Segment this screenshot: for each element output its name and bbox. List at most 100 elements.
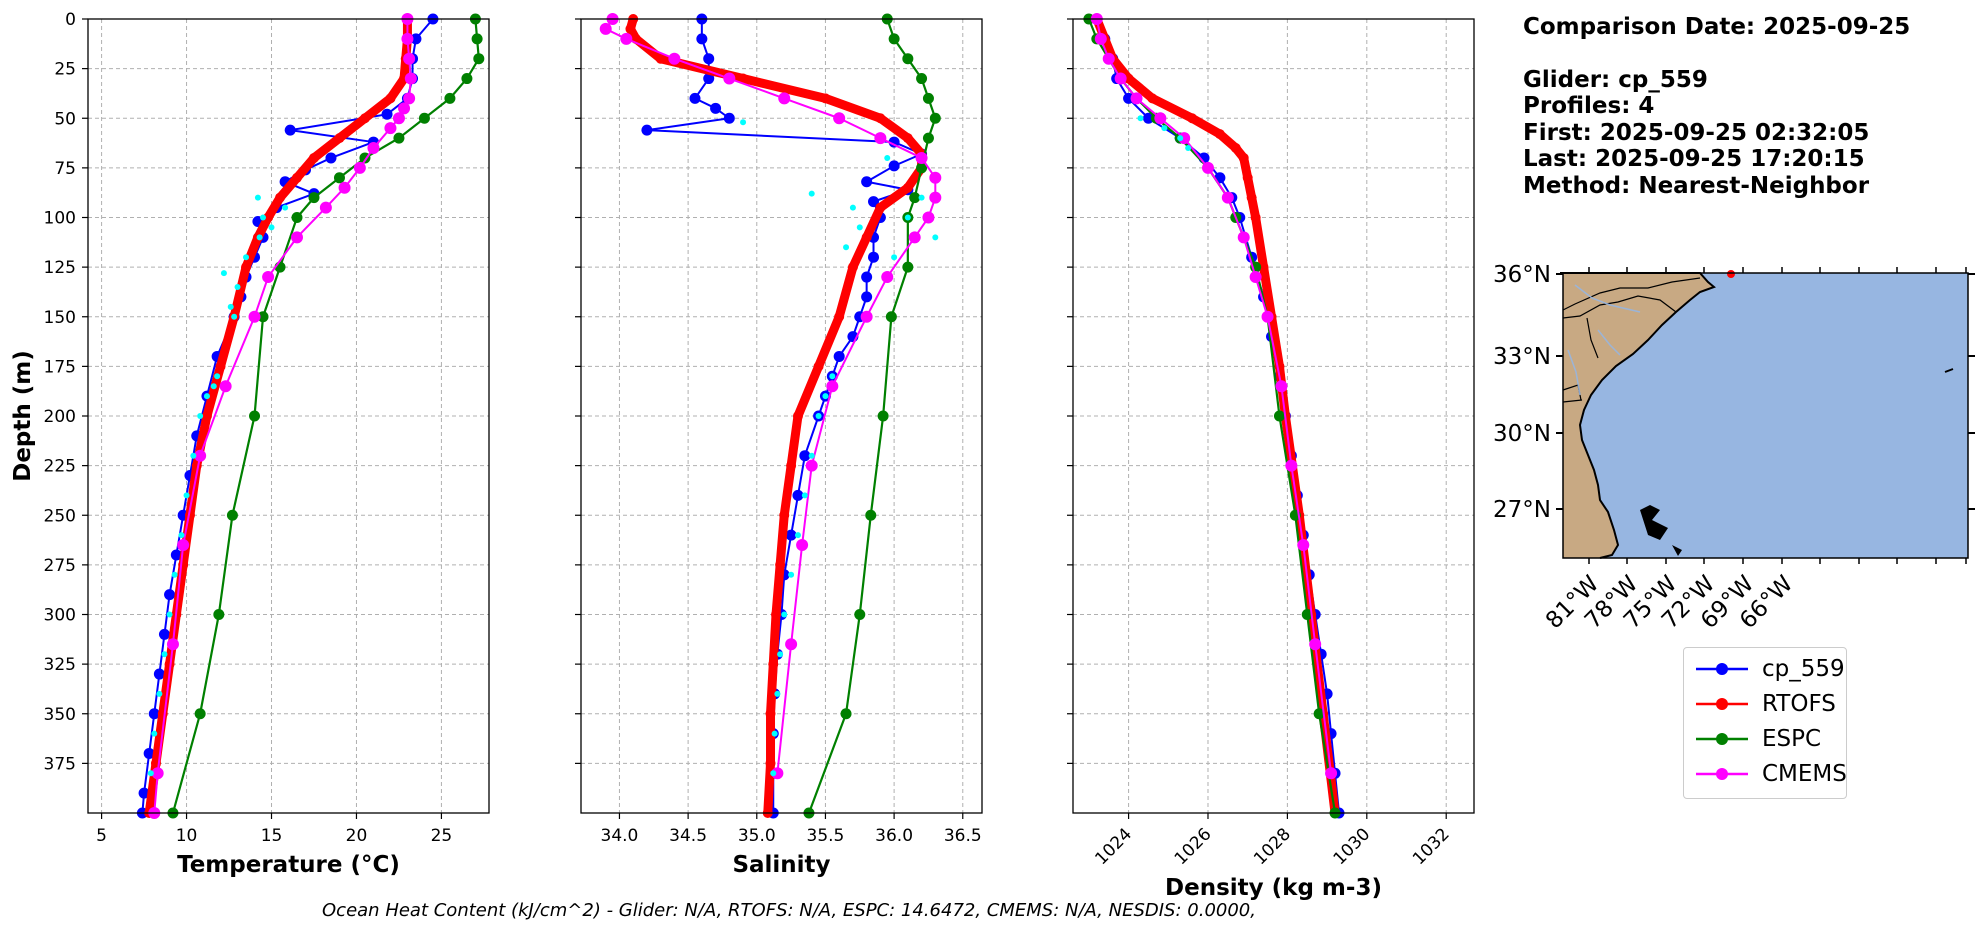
data-point (1201, 161, 1214, 174)
data-point (220, 270, 227, 277)
data-point (860, 310, 873, 323)
data-point (249, 410, 261, 422)
data-point (861, 232, 872, 243)
data-point (248, 310, 261, 323)
map-bahamas (1640, 505, 1682, 556)
y-tick-label: 125 (44, 258, 76, 278)
y-tick-label: 0 (65, 10, 76, 30)
data-point (268, 224, 275, 231)
legend-swatch-rtofs (1696, 698, 1748, 710)
data-point (1250, 212, 1261, 223)
data-point (410, 33, 422, 45)
data-point (254, 194, 261, 201)
data-point (190, 452, 197, 459)
data-point (1187, 113, 1198, 124)
data-point (786, 460, 797, 471)
y-tick-label: 100 (44, 209, 76, 229)
data-point (262, 271, 275, 284)
data-point (403, 92, 416, 105)
data-point (792, 489, 804, 501)
data-point (820, 93, 831, 104)
map-frame (1562, 272, 1969, 559)
data-point (922, 132, 934, 144)
data-point (929, 112, 941, 124)
data-point (916, 73, 928, 85)
data-point (308, 152, 319, 163)
legend-swatch-espc (1696, 733, 1748, 745)
x-tick-label: 25 (431, 826, 453, 846)
data-point (197, 413, 204, 419)
data-point (263, 212, 274, 223)
data-point (771, 609, 782, 620)
legend-label: RTOFS (1762, 691, 1836, 717)
data-point (808, 190, 815, 197)
data-point (1230, 143, 1241, 154)
x-tick-label: 34.0 (601, 826, 639, 846)
data-point (904, 214, 911, 221)
data-point (856, 224, 863, 231)
data-point (891, 254, 898, 261)
data-point (801, 492, 808, 499)
data-point (861, 271, 873, 283)
map-bermuda (1944, 368, 1954, 373)
data-point (868, 251, 880, 263)
data-point (740, 119, 747, 126)
data-point (805, 459, 818, 472)
first-time: First: 2025-09-25 02:32:05 (1523, 119, 1870, 146)
data-point (1238, 152, 1249, 163)
data-point (847, 262, 858, 273)
data-point (703, 73, 715, 85)
series-ESPC (167, 13, 485, 819)
data-point (1094, 32, 1107, 45)
data-point (1273, 410, 1285, 422)
data-point (779, 510, 790, 521)
data-point (1178, 132, 1191, 145)
data-point (359, 113, 370, 124)
x-tick-label: 36.5 (944, 826, 982, 846)
data-point (275, 192, 286, 203)
comparison-date: Comparison Date: 2025-09-25 (1523, 14, 1911, 40)
glider-name: Glider: cp_559 (1523, 66, 1708, 93)
map-inset: 36°N33°N30°N27°N 81°W78°W75°W72°W69°W66°… (1493, 262, 1975, 634)
panel-1: 5 10 15 20 250255075100125150175200225250275… (10, 10, 490, 878)
data-point (334, 133, 345, 144)
data-point (777, 651, 784, 658)
x-tick-label: 1024 (1091, 824, 1136, 869)
data-point (164, 589, 176, 601)
data-point (771, 730, 778, 737)
data-point (843, 244, 850, 251)
last-time: Last: 2025-09-25 17:20:15 (1523, 146, 1865, 172)
data-point (916, 162, 928, 174)
y-tick-label: 75 (54, 159, 76, 179)
data-point (1161, 125, 1168, 132)
data-point (1246, 192, 1257, 203)
x-axis-label: Temperature (°C) (177, 852, 400, 878)
data-point (226, 509, 238, 521)
series-glider-raw-points (1137, 115, 1192, 152)
data-point (231, 313, 238, 320)
data-point (723, 112, 735, 124)
x-axis-label: Salinity (732, 852, 830, 878)
data-point (171, 571, 178, 578)
data-point (1177, 135, 1184, 142)
data-point (808, 452, 815, 459)
series-ESPC (803, 13, 941, 819)
data-point (1142, 112, 1154, 124)
y-tick-label: 275 (44, 556, 76, 576)
data-point (257, 311, 269, 323)
data-point (932, 234, 939, 241)
ohc-footer: Ocean Heat Content (kJ/cm^2) - Glider: N… (322, 900, 1256, 921)
y-tick-label: 25 (54, 60, 76, 80)
data-point (148, 708, 160, 720)
data-point (902, 133, 913, 144)
data-point (768, 659, 779, 670)
data-point (1325, 767, 1338, 780)
data-point (1249, 271, 1262, 284)
map-lat-label: 36°N (1493, 262, 1551, 288)
data-point (1185, 145, 1192, 152)
y-tick-label: 250 (44, 506, 76, 526)
data-point (203, 393, 210, 400)
grid-lines (581, 18, 982, 813)
data-point (1297, 539, 1310, 552)
data-point (771, 767, 784, 780)
